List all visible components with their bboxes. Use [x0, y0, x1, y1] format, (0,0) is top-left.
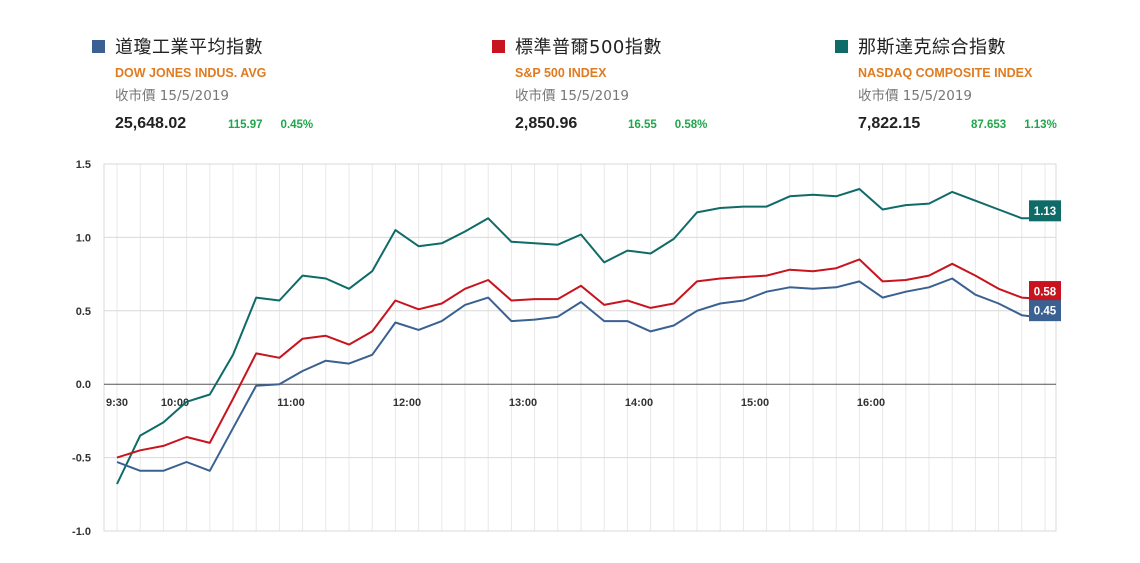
y-tick-label: 1.5 — [76, 159, 91, 171]
sp500-color-swatch — [492, 39, 505, 53]
sp500-end-label: 0.58 — [1034, 287, 1057, 299]
dow-english-name: DOW JONES INDUS. AVG — [115, 66, 267, 80]
sp500-close-date: 收市價 15/5/2019 — [515, 88, 630, 104]
dow-chinese-name: 道瓊工業平均指數 — [115, 37, 263, 58]
dow-close-date: 收市價 15/5/2019 — [115, 88, 230, 104]
nasdaq-end-label: 1.13 — [1034, 206, 1056, 218]
y-tick-label: 0.5 — [76, 306, 91, 318]
x-tick-label: 15:00 — [741, 397, 769, 409]
x-tick-label: 9:30 — [106, 397, 128, 409]
sp500-end-badge — [1029, 281, 1061, 303]
legend-nasdaq: 那斯達克綜合指數 NASDAQ COMPOSITE INDEX 收市價 15/5… — [835, 34, 1057, 133]
sp500-change-pct: 0.58% — [674, 119, 708, 131]
legend-sp500: 標準普爾500指數 S&P 500 INDEX 收市價 15/5/2019 2,… — [492, 34, 707, 133]
nasdaq-change: 87.653 — [971, 119, 1007, 131]
nasdaq-chinese-name: 那斯達克綜合指數 — [858, 37, 1006, 58]
x-tick-label: 13:00 — [509, 397, 537, 409]
y-tick-label: -1.0 — [72, 526, 91, 538]
sp500-change: 16.55 — [628, 119, 657, 131]
dow-end-badge — [1029, 300, 1061, 322]
dow-end-label: 0.45 — [1034, 306, 1057, 318]
dow-series-line — [116, 277, 1046, 472]
dow-change-pct: 0.45% — [280, 119, 314, 131]
y-tick-label: -0.5 — [72, 453, 91, 465]
nasdaq-close-date: 收市價 15/5/2019 — [858, 88, 973, 104]
x-tick-label: 12:00 — [393, 397, 421, 409]
x-tick-label: 11:00 — [277, 397, 305, 409]
nasdaq-price: 7,822.15 — [858, 115, 921, 132]
plot-frame — [103, 163, 1057, 532]
y-tick-label: 0.0 — [76, 379, 91, 391]
nasdaq-series-line — [116, 188, 1045, 485]
nasdaq-change-pct: 1.13% — [1024, 119, 1057, 131]
sp500-chinese-name: 標準普爾500指數 — [515, 37, 662, 58]
x-tick-label: 14:00 — [625, 397, 653, 409]
nasdaq-end-badge — [1029, 200, 1061, 222]
nasdaq-english-name: NASDAQ COMPOSITE INDEX — [858, 66, 1033, 80]
dow-change: 115.97 — [228, 119, 263, 131]
dow-color-swatch — [92, 39, 105, 53]
y-tick-label: 1.0 — [76, 232, 91, 244]
dow-price: 25,648.02 — [115, 115, 187, 132]
sp500-price: 2,850.96 — [515, 115, 578, 132]
sp500-series-line — [116, 258, 1046, 459]
sp500-english-name: S&P 500 INDEX — [515, 66, 607, 80]
legend-dow: 道瓊工業平均指數 DOW JONES INDUS. AVG 收市價 15/5/2… — [92, 34, 313, 133]
nasdaq-color-swatch — [835, 39, 848, 53]
x-tick-label: 16:00 — [857, 397, 885, 409]
